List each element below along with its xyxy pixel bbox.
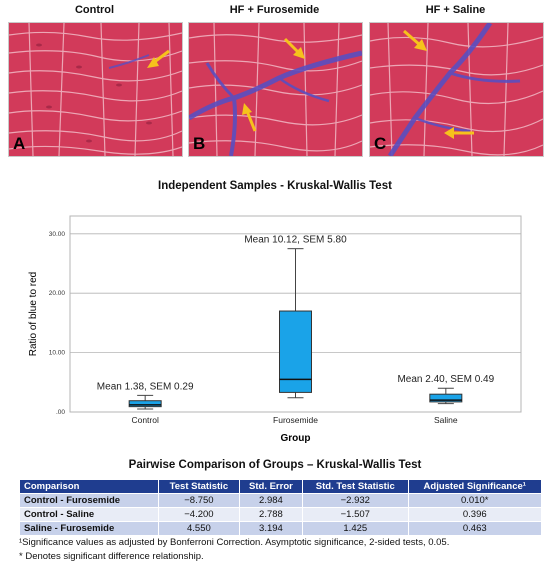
histology-panel-hf-furosemide: B xyxy=(188,22,363,157)
table-header: Test Statistic xyxy=(158,479,240,494)
box-control xyxy=(128,400,162,408)
table-header: Std. Error xyxy=(238,479,304,494)
table-cell: −1.507 xyxy=(302,507,409,522)
table-header: Adjusted Significance¹ xyxy=(407,479,542,494)
box-furosemide xyxy=(279,310,312,393)
x-tick-label: Furosemide xyxy=(273,415,318,425)
mean-sem-annotation: Mean 1.38, SEM 0.29 xyxy=(97,381,194,392)
table-row: Control - Furosemide −8.750 2.984 −2.932… xyxy=(19,493,542,508)
table-cell: 1.425 xyxy=(302,521,409,536)
panel-letter-b: B xyxy=(193,134,206,153)
arrow-head-icon xyxy=(444,127,454,139)
table-cell: 2.788 xyxy=(238,507,304,522)
arrow-head-icon xyxy=(414,39,427,51)
y-tick-label: .00 xyxy=(56,409,65,416)
histology-panel-hf-saline: C xyxy=(369,22,544,157)
table-cell: −8.750 xyxy=(158,493,240,508)
table-header-row: Comparison Test Statistic Std. Error Std… xyxy=(19,479,542,494)
y-tick-label: 30.00 xyxy=(49,231,66,238)
table-cell: −4.200 xyxy=(158,507,240,522)
table-cell: 0.463 xyxy=(407,521,542,536)
arrow-icon xyxy=(245,110,257,132)
box-series xyxy=(128,248,463,410)
histology-image-hf-furosemide xyxy=(189,23,362,156)
x-axis-label: Group xyxy=(281,433,311,444)
y-tick-label: 10.00 xyxy=(49,350,66,357)
histology-panel-control: A xyxy=(8,22,183,157)
panel-title-control: Control xyxy=(74,4,115,16)
panel-title-hf-furosemide: HF + Furosemide xyxy=(229,4,320,16)
table-cell: Saline - Furosemide xyxy=(19,521,159,536)
x-tick-label: Saline xyxy=(434,415,458,425)
footnote-asterisk: * Denotes significant difference relatio… xyxy=(19,551,204,562)
table-cell: 3.194 xyxy=(238,521,304,536)
arrow-icon xyxy=(403,29,421,47)
box-plot-chart: .00 10.00 20.00 30.00 Control Mean 1.38, SEM … xyxy=(28,215,522,444)
chart-title: Independent Samples - Kruskal-Wallis Tes… xyxy=(158,180,392,192)
x-tick-label: Control xyxy=(131,415,159,425)
mean-sem-annotation: Mean 10.12, SEM 5.80 xyxy=(244,235,347,246)
y-axis-label: Ratio of blue to red xyxy=(28,272,39,357)
table-cell: Control - Saline xyxy=(19,507,159,522)
histology-image-control xyxy=(9,23,182,156)
mean-sem-annotation: Mean 2.40, SEM 0.49 xyxy=(397,374,494,385)
table-cell: 2.984 xyxy=(238,493,304,508)
chart-labels: .00 10.00 20.00 30.00 Control Mean 1.38, SEM … xyxy=(49,231,495,425)
table-row: Saline - Furosemide 4.550 3.194 1.425 0.… xyxy=(19,521,542,536)
panel-letter-c: C xyxy=(374,134,387,153)
table-header: Comparison xyxy=(19,479,159,494)
table-row: Control - Saline −4.200 2.788 −1.507 0.3… xyxy=(19,507,542,522)
table-header: Std. Test Statistic xyxy=(302,479,409,494)
table-cell: 0.396 xyxy=(407,507,542,522)
pairwise-comparison-table: Comparison Test Statistic Std. Error Std… xyxy=(19,479,542,536)
table-cell: −2.932 xyxy=(302,493,409,508)
arrow-head-icon xyxy=(293,47,305,59)
table-cell: 4.550 xyxy=(158,521,240,536)
table-cell: Control - Furosemide xyxy=(19,493,159,508)
panel-letter-a: A xyxy=(13,134,26,153)
panel-title-hf-saline: HF + Saline xyxy=(425,4,486,16)
arrow-icon xyxy=(283,37,301,55)
y-tick-label: 20.00 xyxy=(49,290,66,297)
histology-image-hf-saline xyxy=(370,23,543,156)
arrow-head-icon xyxy=(147,57,159,68)
arrow-head-icon xyxy=(242,103,252,115)
box-saline xyxy=(429,393,463,403)
table-title: Pairwise Comparison of Groups – Kruskal-… xyxy=(128,459,422,471)
table-cell: 0.010* xyxy=(407,493,542,508)
footnote-significance: ¹Significance values as adjusted by Bonf… xyxy=(19,537,450,548)
